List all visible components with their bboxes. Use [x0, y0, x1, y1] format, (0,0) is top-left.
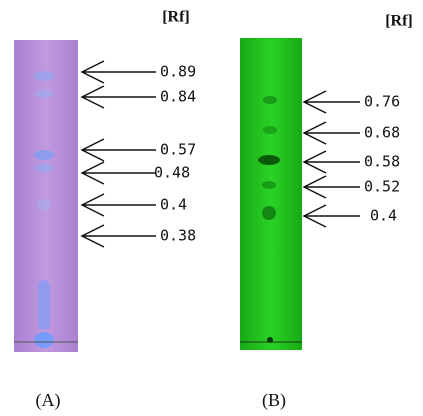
rf-label: 0.58: [364, 153, 400, 171]
rf-label: 0.68: [364, 124, 400, 142]
rf-label: 0.4: [160, 196, 187, 214]
panel-caption: (B): [262, 390, 286, 411]
arrow: [82, 225, 156, 247]
rf-label: 0.57: [160, 141, 196, 159]
arrow: [82, 86, 156, 108]
arrow: [304, 151, 360, 173]
plate-a: [14, 40, 78, 352]
rf-label: 0.4: [370, 207, 397, 225]
arrows: [82, 61, 360, 247]
arrow: [304, 205, 360, 227]
rf-label: 0.89: [160, 63, 196, 81]
arrow: [82, 162, 156, 184]
panel-caption: (A): [36, 390, 61, 411]
arrow: [304, 91, 360, 113]
rf-label: 0.76: [364, 93, 400, 111]
plate-b: [240, 38, 302, 350]
rf-label: 0.52: [364, 178, 400, 196]
arrow: [82, 139, 156, 161]
arrow: [304, 122, 360, 144]
rf-label: 0.84: [160, 88, 196, 106]
rf-label: 0.38: [160, 227, 196, 245]
arrow: [304, 176, 360, 198]
rf-label: 0.48: [154, 164, 190, 182]
arrow: [82, 194, 156, 216]
figure: [Rf] [Rf] 0.89 0.84 0.57 0.48 0.4 0.38 0…: [0, 0, 423, 416]
arrow: [82, 61, 156, 83]
rf-header: [Rf]: [162, 9, 190, 26]
rf-header: [Rf]: [385, 13, 413, 30]
